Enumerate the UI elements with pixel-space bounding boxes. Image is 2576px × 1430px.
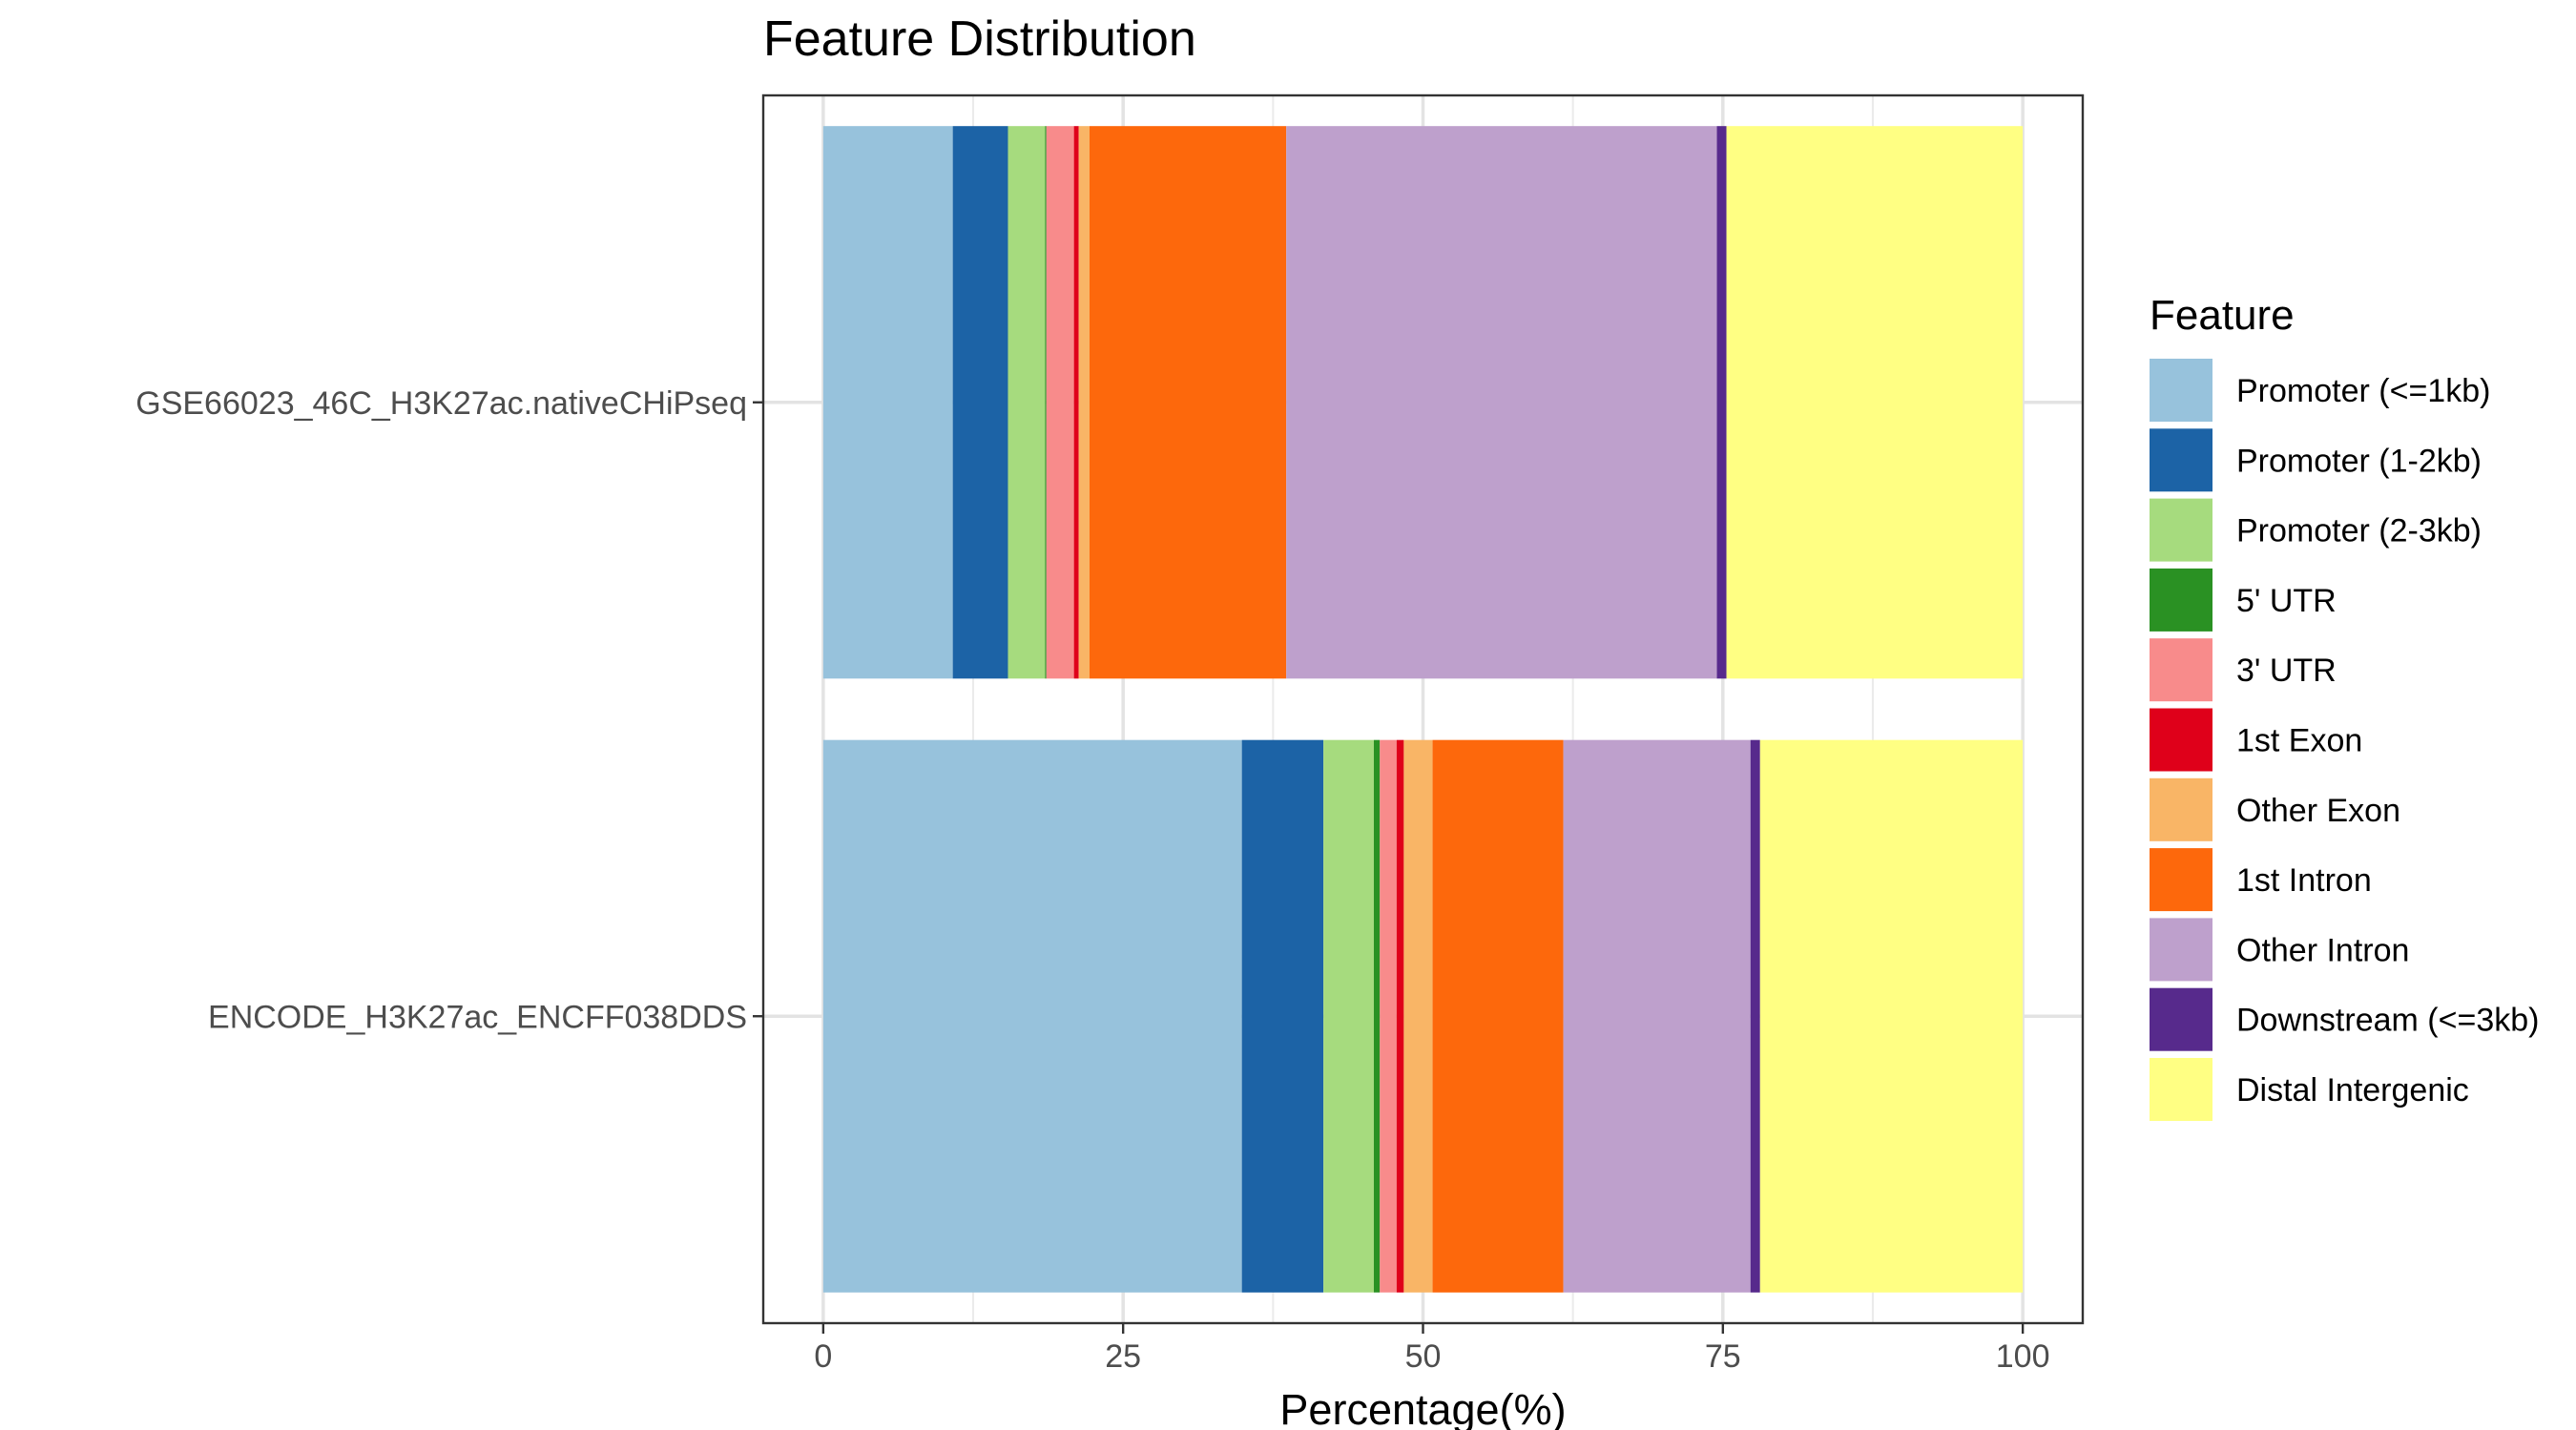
x-axis-tick-label: 25 [1105,1338,1141,1375]
bar-segment [1432,739,1564,1293]
legend-label: 1st Exon [2236,723,2362,759]
legend-label: Promoter (<=1kb) [2236,373,2490,409]
legend-key [2150,987,2212,1051]
legend-label: Other Intron [2236,932,2409,968]
bar-segment [822,739,1242,1293]
bar-segment [1073,126,1079,679]
bar-segment [1286,126,1717,679]
bar-segment [1045,126,1047,679]
legend-label: 5' UTR [2236,583,2337,619]
bar-segment [1726,126,2024,679]
bar-segment [1008,126,1046,679]
legend-key [2150,918,2212,982]
bar-segment [1241,739,1324,1293]
bar-segment [952,126,1008,679]
x-axis-label: Percentage(%) [1279,1385,1566,1430]
legend-label: Downstream (<=3kb) [2236,1003,2539,1039]
bar-segment [1716,126,1727,679]
bar-segment [1323,739,1374,1293]
bar-segment [1046,126,1074,679]
legend-title: Feature [2150,292,2295,339]
bar-segment [1759,739,2024,1293]
legend-key [2150,359,2212,422]
legend-key [2150,1058,2212,1121]
y-axis-category-label: ENCODE_H3K27ac_ENCFF038DDS [208,999,747,1035]
bar-segment [1750,739,1760,1293]
bar-segment [822,126,953,679]
legend-label: Other Exon [2236,793,2400,829]
x-axis-tick-label: 50 [1405,1338,1442,1375]
x-axis: 0 25 50 75 100 [814,1323,2050,1375]
y-axis-category-label: GSE66023_46C_H3K27ac.nativeCHiPseq [135,385,747,422]
legend-key [2150,568,2212,632]
y-axis: GSE66023_46C_H3K27ac.nativeCHiPseq ENCODE… [135,385,763,1035]
x-axis-tick-label: 0 [814,1338,832,1375]
bar-segment [1089,126,1287,679]
legend-label: Distal Intergenic [2236,1072,2469,1109]
legend-key [2150,848,2212,912]
legend: Feature Promoter (<=1kb) Promoter (1-2kb)… [2150,292,2539,1121]
legend-key [2150,638,2212,702]
legend-label: 3' UTR [2236,653,2337,689]
legend-key [2150,777,2212,841]
bar-segment [1396,739,1404,1293]
legend-key [2150,498,2212,562]
legend-key [2150,428,2212,492]
legend-items: Promoter (<=1kb) Promoter (1-2kb) Promoter… [2150,359,2539,1121]
x-axis-tick-label: 100 [1996,1338,2050,1375]
bar-segment [1563,739,1751,1293]
legend-label: Promoter (1-2kb) [2236,443,2482,479]
legend-key [2150,708,2212,772]
x-axis-tick-label: 75 [1705,1338,1741,1375]
bar-segment [1078,126,1090,679]
chart-title: Feature Distribution [763,11,1196,67]
plot-panel [761,93,2085,1325]
legend-label: 1st Intron [2236,862,2372,899]
bar-segment [1373,739,1381,1293]
legend-label: Promoter (2-3kb) [2236,513,2482,549]
bar-segment [1380,739,1397,1293]
bar-segment [1403,739,1433,1293]
bars [822,126,2024,1293]
